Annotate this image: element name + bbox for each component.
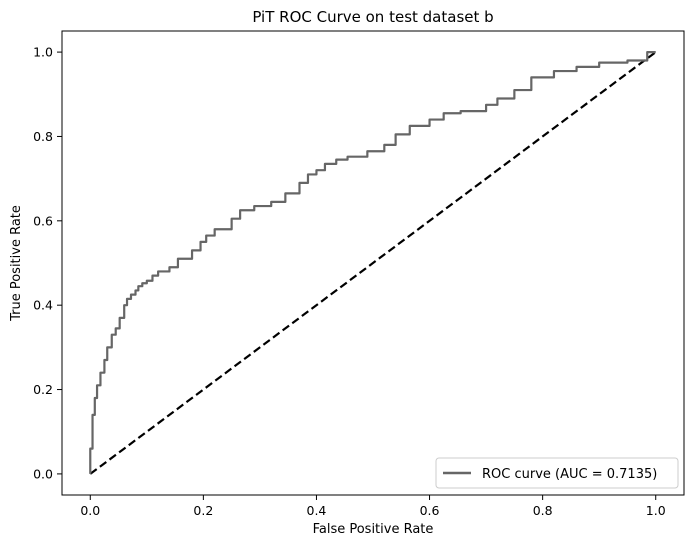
x-tick-label: 0.8 — [533, 503, 553, 518]
y-axis-ticks: 0.0 0.2 0.4 0.6 0.8 1.0 — [33, 45, 62, 481]
legend: ROC curve (AUC = 0.7135) — [435, 457, 679, 489]
y-axis-label: True Positive Rate — [9, 205, 24, 322]
x-tick-label: 1.0 — [646, 503, 666, 518]
chart-title: PiT ROC Curve on test dataset b — [252, 8, 493, 26]
x-tick-label: 0.6 — [420, 503, 440, 518]
y-tick-label: 0.6 — [33, 213, 53, 228]
y-tick-label: 0.8 — [33, 129, 53, 144]
y-tick-label: 1.0 — [33, 45, 53, 60]
y-tick-label: 0.4 — [33, 298, 53, 313]
plot-area-frame — [61, 30, 685, 496]
chance-diagonal-line — [89, 51, 657, 475]
x-axis-label: False Positive Rate — [313, 522, 434, 537]
legend-box — [435, 457, 679, 489]
x-axis-ticks: 0.0 0.2 0.4 0.6 0.8 1.0 — [80, 495, 666, 518]
x-tick-label: 0.4 — [307, 503, 327, 518]
series-layer — [89, 50, 657, 475]
x-tick-label: 0.0 — [80, 503, 100, 518]
y-tick-label: 0.2 — [33, 382, 53, 397]
legend-label-roc: ROC curve (AUC = 0.7135) — [482, 467, 657, 482]
y-tick-label: 0.0 — [33, 466, 53, 481]
roc-curve-line — [89, 50, 656, 474]
x-tick-label: 0.2 — [193, 503, 213, 518]
